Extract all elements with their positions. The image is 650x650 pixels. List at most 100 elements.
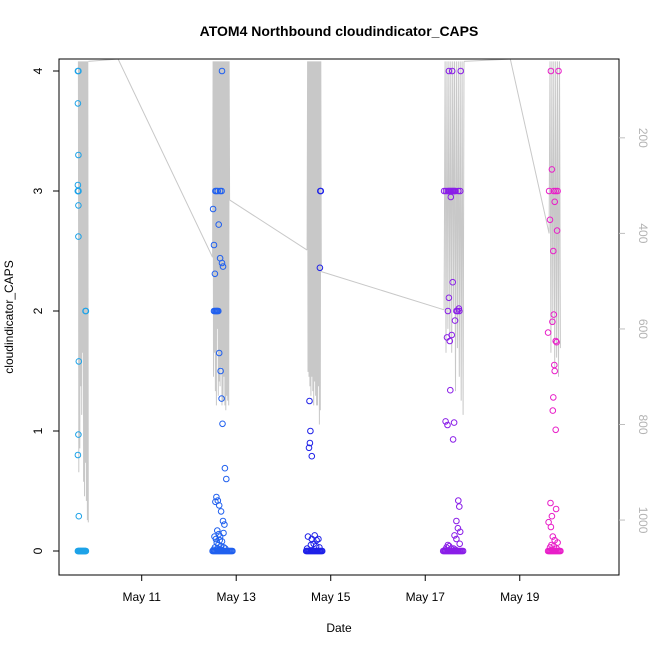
x-tick-label-0: May 11 [122, 590, 161, 604]
point-s0-17 [82, 547, 90, 555]
point-s3-43 [448, 331, 456, 339]
point-s1-32 [215, 221, 222, 228]
point-s3-39 [445, 294, 453, 302]
x-tick-label-3: May 17 [406, 590, 446, 604]
point-s3-51 [455, 305, 463, 312]
point-s4-20 [551, 198, 559, 206]
y-tick-label-2: 2 [31, 307, 45, 314]
point-s4-23 [555, 67, 562, 75]
point-s3-62 [456, 540, 464, 548]
point-s4-21 [550, 247, 557, 255]
point-s4-19 [548, 166, 556, 173]
secondary-y-axis: 200 400 600 800 1000 [619, 128, 650, 534]
point-s3-59 [456, 528, 464, 536]
point-s4-26 [550, 311, 558, 318]
point-s3-56 [456, 503, 463, 510]
point-s3-57 [453, 517, 460, 525]
y-axis: 0 1 2 3 4 [31, 67, 59, 554]
point-s3-48 [449, 436, 457, 443]
point-s3-45 [442, 418, 449, 425]
point-s4-45 [546, 544, 554, 551]
point-s1-43 [219, 420, 226, 428]
x-tick-label-1: May 13 [217, 590, 257, 604]
point-s3-60 [451, 532, 458, 539]
point-s4-33 [549, 407, 557, 414]
point-s3-47 [447, 386, 454, 394]
point-s1-29 [211, 270, 219, 278]
point-s1-51 [217, 508, 225, 515]
x-axis-label: Date [326, 621, 352, 635]
y2-tick-label-3: 800 [636, 414, 650, 434]
point-s1-47 [213, 493, 220, 501]
point-s3-67 [452, 546, 459, 554]
point-s3-34 [451, 187, 458, 195]
secondary-line-segment-2 [212, 61, 231, 411]
point-s4-32 [550, 394, 557, 401]
point-s0-28 [75, 431, 82, 438]
point-s3-69 [443, 544, 450, 551]
point-s4-30 [551, 367, 559, 375]
point-s3-37 [456, 307, 463, 315]
point-s4-28 [553, 338, 560, 346]
point-s3-46 [444, 421, 451, 429]
point-s4-40 [549, 533, 557, 540]
point-s1-54 [214, 527, 221, 534]
secondary-line-segment-5 [321, 271, 445, 311]
secondary-line-segment-6 [443, 61, 465, 415]
point-s4-14 [545, 187, 553, 195]
point-s0-32 [74, 187, 82, 195]
point-s1-49 [215, 502, 223, 509]
point-s0-29 [74, 451, 82, 459]
point-s4-24 [547, 67, 555, 75]
y-tick-label-3: 3 [31, 187, 45, 194]
point-s4-37 [548, 512, 556, 520]
point-s1-53 [221, 521, 228, 528]
point-s4-39 [547, 523, 555, 531]
point-s1-42 [218, 395, 225, 402]
point-s1-68 [222, 545, 229, 552]
y-axis-label: cloudindicator_CAPS [2, 260, 16, 373]
point-s4-29 [544, 329, 552, 336]
point-s2-24 [317, 187, 325, 195]
point-s2-25 [316, 264, 324, 272]
point-s1-52 [219, 517, 227, 525]
point-s1-70 [217, 546, 224, 554]
point-s3-54 [445, 67, 453, 75]
point-s4-27 [552, 337, 560, 345]
data-points [74, 67, 564, 555]
point-s4-22 [553, 227, 561, 234]
point-s2-21 [305, 444, 313, 452]
secondary-line-segment-7 [463, 58, 550, 234]
secondary-line-segment-3 [229, 199, 308, 251]
point-s2-20 [306, 439, 314, 447]
point-s1-41 [217, 367, 224, 375]
point-s2-34 [316, 544, 323, 551]
y-tick-label-4: 4 [31, 67, 45, 74]
point-s3-38 [447, 193, 455, 201]
point-s4-17 [554, 187, 561, 195]
point-s0-27 [75, 358, 83, 365]
point-s3-65 [447, 545, 455, 552]
point-s4-46 [553, 545, 560, 552]
point-s1-21 [229, 547, 236, 555]
y-tick-label-1: 1 [31, 427, 45, 434]
point-s1-45 [221, 464, 229, 472]
point-s0-30 [75, 512, 83, 520]
point-s4-18 [546, 216, 554, 224]
point-s0-19 [75, 67, 82, 75]
point-s4-31 [551, 361, 558, 369]
point-s3-53 [448, 67, 456, 75]
y2-tick-label-0: 200 [636, 128, 650, 148]
point-s3-44 [449, 278, 457, 286]
point-s1-26 [214, 187, 222, 195]
y2-tick-label-1: 400 [636, 223, 650, 243]
point-s2-18 [306, 397, 313, 405]
point-s1-39 [219, 263, 227, 270]
point-s1-28 [218, 187, 225, 195]
point-s0-23 [75, 151, 82, 159]
y2-tick-label-2: 600 [636, 319, 650, 339]
point-s3-21 [459, 547, 467, 555]
secondary-line-segment-4 [306, 61, 322, 425]
point-s2-35 [303, 545, 311, 552]
